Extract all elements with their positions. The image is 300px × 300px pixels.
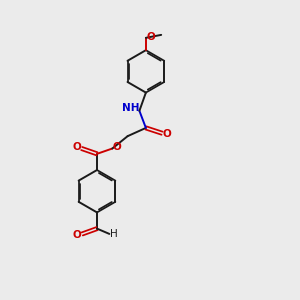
Text: O: O <box>113 142 122 152</box>
Text: O: O <box>163 129 172 140</box>
Text: H: H <box>110 229 117 239</box>
Text: O: O <box>72 142 81 152</box>
Text: O: O <box>146 32 155 42</box>
Text: NH: NH <box>122 103 140 113</box>
Text: O: O <box>73 230 81 240</box>
